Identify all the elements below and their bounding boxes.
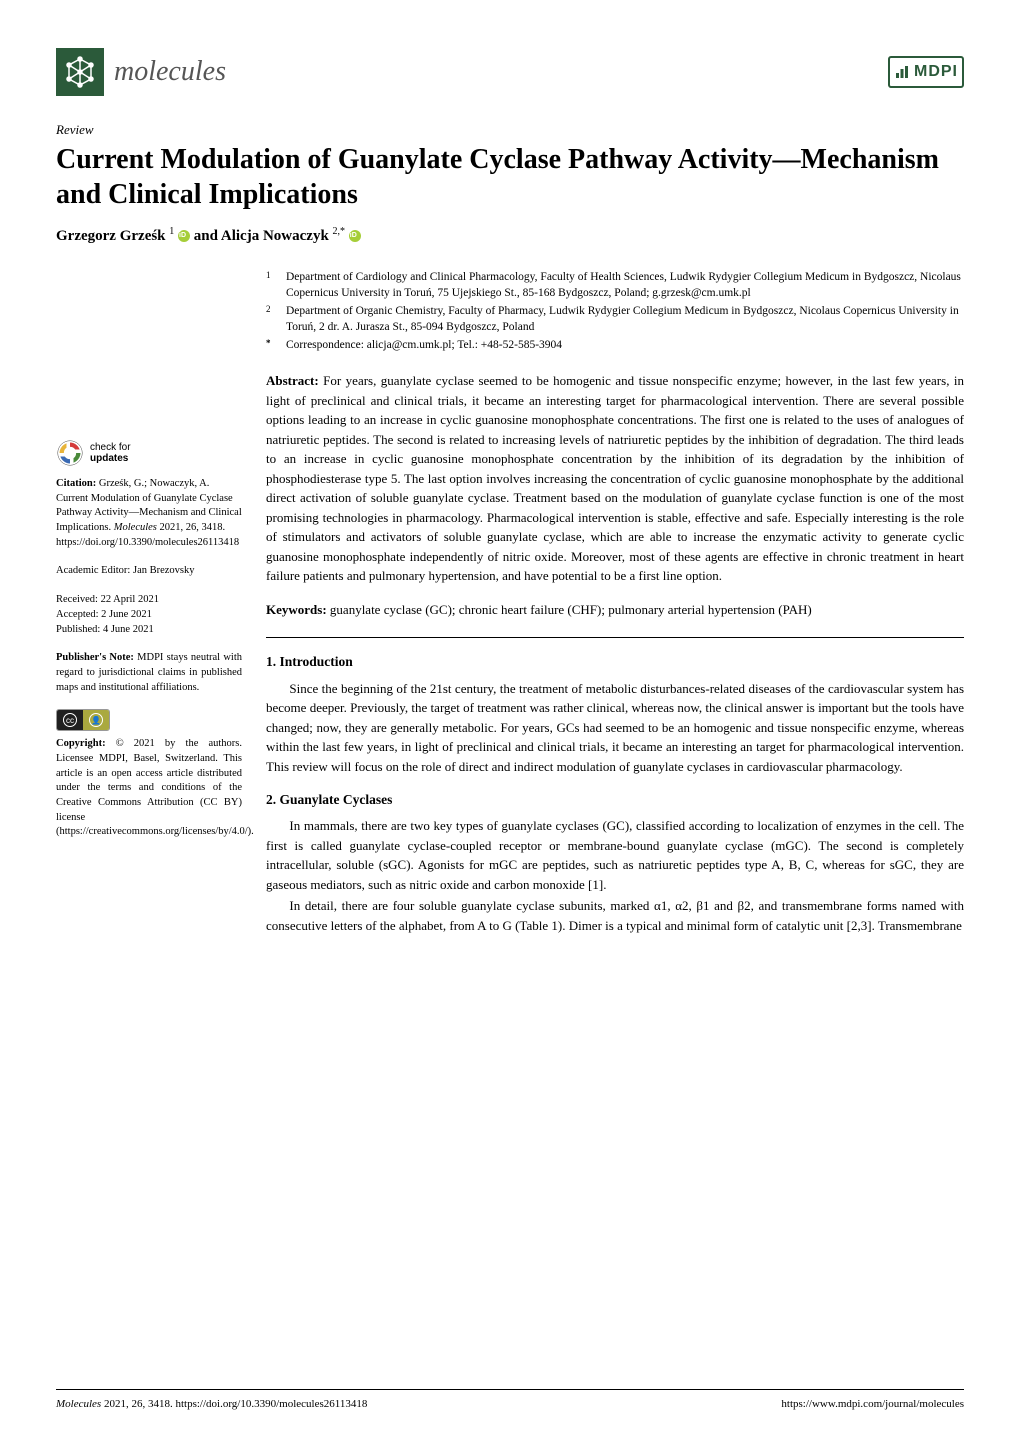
by-icon: 👤 [89, 713, 103, 727]
orcid-icon[interactable] [349, 230, 361, 242]
mdpi-icon [894, 64, 910, 80]
corr-symbol: * [266, 337, 278, 353]
journal-name: molecules [114, 51, 226, 93]
publisher-logo: MDPI [888, 56, 964, 88]
cc-by-badge[interactable]: cc 👤 [56, 709, 110, 731]
main-content: 1 Department of Cardiology and Clinical … [266, 269, 964, 937]
affil-1-num: 1 [266, 269, 278, 301]
author-2: Alicja Nowaczyk [221, 228, 329, 244]
date-accepted: Accepted: 2 June 2021 [56, 608, 242, 623]
affil-2-text: Department of Organic Chemistry, Faculty… [286, 303, 964, 335]
header: molecules MDPI [56, 48, 964, 96]
affil-2-num: 2 [266, 303, 278, 335]
citation-label: Citation: [56, 478, 96, 489]
journal-icon [56, 48, 104, 96]
article-title: Current Modulation of Guanylate Cyclase … [56, 142, 964, 212]
keywords: Keywords: guanylate cyclase (GC); chroni… [266, 600, 964, 620]
cc-icon: cc [63, 713, 77, 727]
publisher-name: MDPI [914, 60, 958, 84]
authors: Grzegorz Grześk 1 and Alicja Nowaczyk 2,… [56, 224, 964, 248]
abstract-text: For years, guanylate cyclase seemed to b… [266, 373, 964, 583]
section-2-p2: In detail, there are four soluble guanyl… [266, 896, 964, 935]
date-published: Published: 4 June 2021 [56, 623, 242, 638]
dates-block: Received: 22 April 2021 Accepted: 2 June… [56, 593, 242, 637]
abstract-label: Abstract: [266, 373, 319, 388]
copyright-text: © 2021 by the authors. Licensee MDPI, Ba… [56, 738, 254, 837]
check-for-updates[interactable]: check for updates [56, 439, 242, 467]
affiliations: 1 Department of Cardiology and Clinical … [266, 269, 964, 353]
keywords-label: Keywords: [266, 602, 327, 617]
section-2-heading: 2. Guanylate Cyclases [266, 790, 964, 810]
author-1: Grzegorz Grześk [56, 228, 166, 244]
footer-left-rest: 2021, 26, 3418. https://doi.org/10.3390/… [101, 1398, 367, 1410]
section-divider [266, 637, 964, 638]
license-block: cc 👤 Copyright: © 2021 by the authors. L… [56, 709, 242, 840]
pubnote-label: Publisher's Note: [56, 652, 134, 663]
publisher-note-block: Publisher's Note: MDPI stays neutral wit… [56, 651, 242, 695]
sidebar: check for updates Citation: Grześk, G.; … [56, 269, 242, 937]
citation-block: Citation: Grześk, G.; Nowaczyk, A. Curre… [56, 477, 242, 550]
author-2-affil: 2,* [333, 226, 346, 237]
footer-left: Molecules 2021, 26, 3418. https://doi.or… [56, 1396, 367, 1413]
author-1-affil: 1 [169, 226, 174, 237]
editor-label: Academic Editor: [56, 565, 133, 576]
editor-block: Academic Editor: Jan Brezovsky [56, 564, 242, 579]
section-2-p1: In mammals, there are two key types of g… [266, 816, 964, 894]
check-line1: check for [90, 442, 131, 453]
affil-1-text: Department of Cardiology and Clinical Ph… [286, 269, 964, 301]
page-footer: Molecules 2021, 26, 3418. https://doi.or… [56, 1389, 964, 1413]
check-updates-label: check for updates [90, 442, 131, 464]
editor-name: Jan Brezovsky [133, 565, 195, 576]
article-type: Review [56, 120, 964, 140]
footer-right[interactable]: https://www.mdpi.com/journal/molecules [781, 1396, 964, 1413]
check-updates-icon [56, 439, 84, 467]
date-received: Received: 22 April 2021 [56, 593, 242, 608]
abstract: Abstract: For years, guanylate cyclase s… [266, 371, 964, 586]
author-and: and [194, 228, 221, 244]
orcid-icon[interactable] [178, 230, 190, 242]
footer-journal: Molecules [56, 1398, 101, 1410]
section-1-p1: Since the beginning of the 21st century,… [266, 679, 964, 777]
section-1-heading: 1. Introduction [266, 652, 964, 672]
copyright-label: Copyright: [56, 738, 106, 749]
correspondence: Correspondence: alicja@cm.umk.pl; Tel.: … [286, 337, 562, 353]
keywords-text: guanylate cyclase (GC); chronic heart fa… [327, 602, 812, 617]
check-line2: updates [90, 453, 131, 464]
journal-logo: molecules [56, 48, 226, 96]
citation-journal: Molecules [114, 522, 157, 533]
